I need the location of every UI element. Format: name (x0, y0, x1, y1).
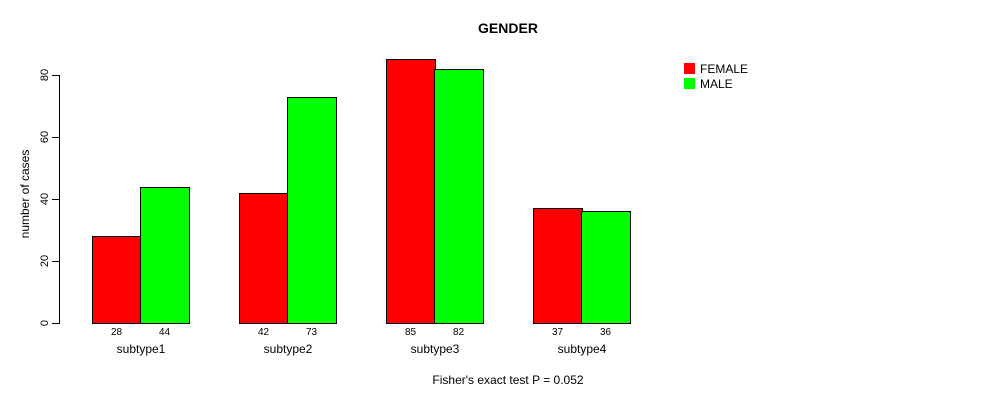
y-tick-mark (52, 323, 59, 324)
category-label-subtype4: subtype4 (557, 342, 607, 356)
y-tick-mark (52, 75, 59, 76)
y-tick-label: 80 (39, 68, 51, 82)
category-label-subtype2: subtype2 (263, 342, 313, 356)
category-label-subtype3: subtype3 (410, 342, 460, 356)
y-tick-label: 0 (39, 319, 51, 327)
bar-female-subtype3 (386, 59, 436, 324)
category-label-subtype1: subtype1 (116, 342, 166, 356)
y-axis-label: number of cases (18, 149, 32, 239)
bar-male-subtype1 (140, 187, 190, 324)
bar-value-male-subtype3: 82 (452, 327, 465, 338)
y-tick-label: 20 (39, 254, 51, 268)
legend-swatch-male (684, 78, 695, 89)
bar-value-female-subtype2: 42 (257, 327, 270, 338)
legend: FEMALE MALE (684, 61, 748, 91)
bar-value-male-subtype2: 73 (305, 327, 318, 338)
bar-male-subtype3 (434, 69, 484, 324)
y-tick-mark (52, 261, 59, 262)
bar-value-female-subtype3: 85 (404, 327, 417, 338)
legend-swatch-female (684, 63, 695, 74)
bar-female-subtype1 (92, 236, 142, 324)
footer-note: Fisher's exact test P = 0.052 (432, 373, 584, 387)
bar-male-subtype4 (581, 211, 631, 324)
y-tick-label: 40 (39, 192, 51, 206)
y-axis-line (59, 75, 60, 324)
chart-title: GENDER (478, 20, 538, 36)
legend-row-female: FEMALE (684, 61, 748, 76)
legend-label-male: MALE (700, 76, 733, 91)
bar-value-female-subtype4: 37 (551, 327, 564, 338)
y-tick-mark (52, 137, 59, 138)
bar-female-subtype4 (533, 208, 583, 324)
bar-female-subtype2 (239, 193, 289, 324)
bar-value-male-subtype4: 36 (599, 327, 612, 338)
bar-male-subtype2 (287, 97, 337, 324)
legend-label-female: FEMALE (700, 61, 749, 76)
legend-row-male: MALE (684, 76, 748, 91)
y-tick-mark (52, 199, 59, 200)
bar-value-male-subtype1: 44 (158, 327, 171, 338)
y-tick-label: 60 (39, 130, 51, 144)
bar-value-female-subtype1: 28 (110, 327, 123, 338)
